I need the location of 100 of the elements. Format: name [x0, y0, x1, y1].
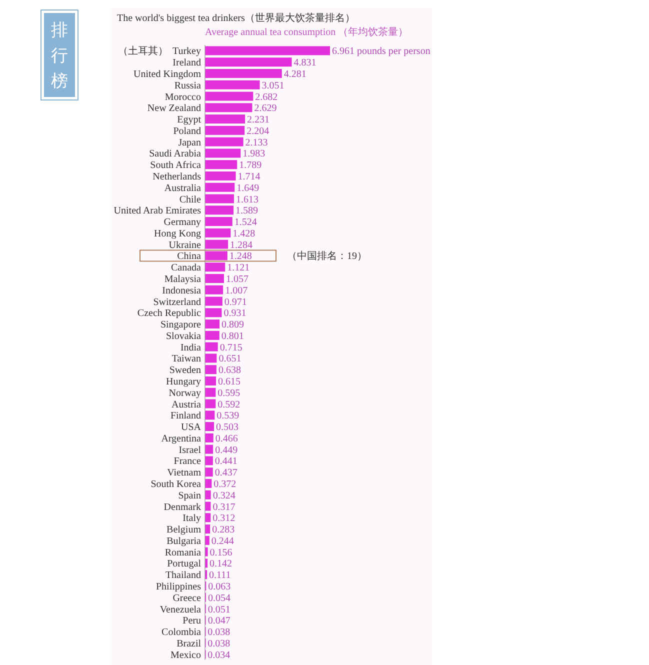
y-tick-label: France: [174, 456, 202, 468]
y-tick-label: Taiwan: [172, 354, 201, 365]
data-label: 0.437: [214, 468, 238, 479]
data-label: 0.063: [208, 581, 231, 592]
data-label: 0.809: [222, 320, 244, 331]
data-label: 1.789: [239, 160, 262, 172]
y-tick-label: Poland: [173, 126, 201, 137]
y-tick-label: China: [177, 251, 202, 262]
y-tick-label: Germany: [164, 217, 201, 228]
data-label: 3.051: [262, 80, 284, 92]
data-label: 0.615: [218, 376, 241, 388]
data-label: 0.595: [218, 388, 240, 399]
y-tick-label: Argentina: [161, 433, 202, 444]
data-label: 0.244: [211, 536, 234, 547]
data-label: 0.801: [221, 330, 244, 342]
data-label: 0.324: [212, 490, 236, 502]
y-tick-label: Norway: [168, 388, 201, 399]
data-label: 1.284: [230, 240, 253, 251]
annotation: （中国排名：19）: [287, 250, 367, 262]
data-label: 6.961 pounds per person: [332, 46, 430, 58]
y-tick-label: Philippines: [156, 581, 202, 592]
data-label: 0.539: [216, 410, 240, 422]
y-tick-label: Ukraine: [168, 240, 202, 251]
y-tick-label: Thailand: [165, 570, 201, 582]
y-tick-label: United Kingdom: [134, 68, 202, 80]
y-tick-label: Singapore: [160, 320, 202, 331]
y-tick-label: Chile: [179, 194, 202, 206]
data-label: 0.971: [224, 296, 247, 308]
data-label: 1.983: [242, 148, 266, 160]
y-tick-label: Hungary: [166, 376, 201, 388]
y-tick-label: Morocco: [164, 92, 201, 103]
data-label: 0.503: [216, 422, 239, 434]
data-label: 0.372: [214, 478, 236, 490]
y-tick-label: Czech Republic: [137, 308, 202, 320]
y-tick-label: Israel: [178, 444, 202, 456]
data-label: 0.466: [215, 433, 238, 444]
y-tick-label: Austria: [172, 399, 202, 410]
data-label: 1.248: [229, 251, 252, 262]
y-tick-label: Indonesia: [162, 285, 202, 296]
data-label: 0.638: [218, 365, 241, 376]
chart-subtitle: Average annual tea consumption （年均饮茶量）: [205, 26, 408, 38]
text: （土耳其）: [118, 45, 168, 58]
data-label: 2.682: [255, 92, 278, 103]
y-tick-label: India: [180, 342, 202, 354]
y-tick-label: Bulgaria: [166, 536, 202, 547]
y-tick-label: Egypt: [177, 114, 202, 126]
data-label: 0.034: [208, 650, 230, 661]
y-tick-label: Malaysia: [164, 274, 202, 285]
y-tick-label: Italy: [182, 513, 201, 524]
y-tick-label: Venezuela: [160, 604, 202, 616]
data-label: 4.831: [294, 58, 316, 69]
data-label: 0.449: [215, 444, 238, 456]
y-tick-label: Peru: [182, 616, 201, 627]
y-tick-label: Australia: [164, 182, 202, 194]
y-tick-label: Belgium: [166, 524, 202, 536]
data-label: 0.651: [218, 354, 242, 365]
y-tick-label: USA: [180, 422, 202, 434]
y-tick-label: Turkey: [172, 46, 201, 58]
data-label: 2.133: [245, 137, 268, 148]
y-tick-label: Denmark: [164, 502, 201, 513]
data-label: 0.283: [212, 524, 235, 536]
y-tick-label: Spain: [178, 490, 201, 502]
data-label: 1.649: [236, 182, 260, 194]
data-label: 2.629: [254, 103, 277, 114]
data-label: 1.121: [227, 262, 250, 274]
y-tick-label: Slovakia: [166, 330, 202, 342]
y-tick-label: Greece: [172, 592, 202, 604]
y-tick-label: Japan: [178, 137, 201, 148]
data-label: 2.204: [246, 126, 270, 137]
data-label: 1.589: [236, 206, 258, 217]
y-tick-label: Romania: [164, 547, 202, 558]
y-tick-label: Hong Kong: [154, 228, 201, 240]
data-label: 1.524: [234, 217, 257, 228]
data-label: 0.592: [218, 399, 240, 410]
y-tick-label: South Korea: [150, 478, 202, 490]
badge: 排行榜: [40, 10, 78, 100]
data-label: 0.156: [210, 547, 232, 558]
y-tick-label: Ireland: [172, 58, 201, 69]
data-label: 0.111: [208, 570, 231, 582]
y-tick-label: South Africa: [150, 160, 202, 172]
data-label: 0.038: [208, 627, 230, 638]
data-label: 0.312: [212, 513, 236, 524]
data-label: 4.281: [284, 68, 306, 80]
y-tick-label: Vietnam: [167, 468, 202, 479]
y-tick-label: Mexico: [170, 650, 201, 661]
data-label: 2.231: [247, 114, 270, 126]
data-label: 1.714: [238, 171, 260, 182]
y-tick-label: Russia: [174, 80, 202, 92]
y-tick-label: Portugal: [167, 558, 202, 570]
data-label: 0.051: [208, 604, 230, 616]
y-tick-label: Saudi Arabia: [149, 148, 202, 160]
y-tick-label: Brazil: [176, 638, 202, 650]
data-label: 0.931: [224, 308, 246, 320]
data-label: 0.054: [208, 592, 230, 604]
data-label: 1.057: [226, 274, 248, 285]
y-tick-label: Canada: [171, 262, 202, 274]
data-label: 0.317: [212, 502, 236, 513]
y-tick-label: New Zealand: [147, 103, 201, 114]
data-label: 1.613: [236, 194, 258, 206]
data-label: 0.715: [220, 342, 242, 354]
